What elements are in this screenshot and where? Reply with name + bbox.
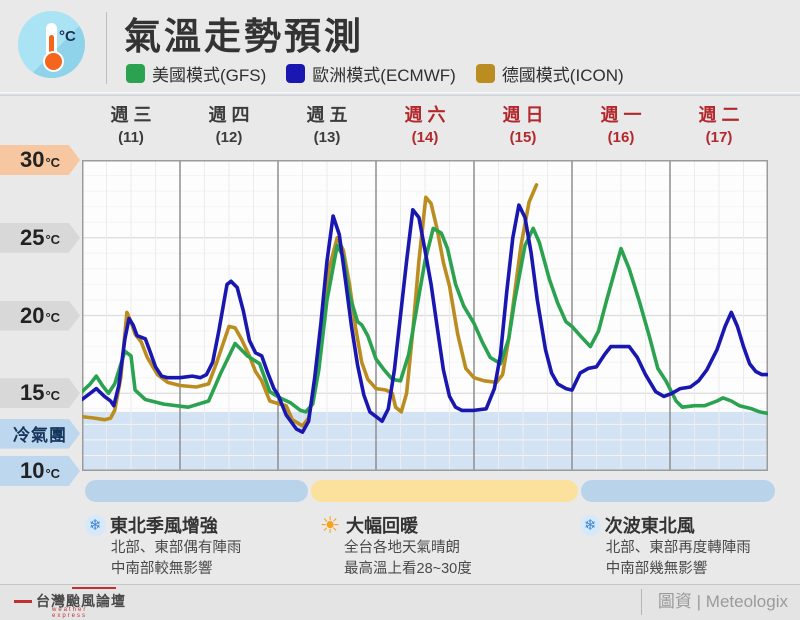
series-歐洲模式(ECMWF) bbox=[82, 203, 768, 434]
date-label: (13) bbox=[313, 129, 341, 146]
weekday-column-header: 週六 (14) bbox=[376, 101, 474, 146]
degree-unit-label: °C bbox=[59, 28, 76, 45]
annotation-text: 中南部較無影響 bbox=[110, 561, 213, 577]
legend-label: 歐洲模式(ECMWF) bbox=[312, 66, 456, 85]
model-legend: 美國模式(GFS) 歐洲模式(ECMWF) 德國模式(ICON) bbox=[126, 61, 624, 86]
data-source-credit: 圖資 | Meteologix bbox=[640, 589, 788, 615]
legend-swatch bbox=[286, 64, 306, 83]
thermometer-mercury bbox=[49, 35, 54, 57]
tick-unit: °C bbox=[45, 387, 61, 403]
annotation-大幅回暖: ☀ 大幅回暖全台各地天氣晴朗 最高溫上看28~30度 bbox=[318, 512, 548, 580]
tick-value: 25 bbox=[19, 224, 45, 250]
weekday-column-header: 週二 (17) bbox=[670, 101, 768, 146]
y-axis-tag: 15 °C bbox=[0, 378, 80, 409]
annotation-text: 中南部幾無影響 bbox=[605, 561, 708, 577]
weekday-label: 週三 bbox=[110, 105, 157, 125]
weekday-column-header: 週三 (11) bbox=[82, 101, 180, 146]
annotation-title: 次波東北風 bbox=[604, 516, 695, 536]
y-axis-tag: 冷氣團 bbox=[0, 418, 80, 449]
logo-red-line bbox=[72, 587, 116, 589]
timeline-segment-cold bbox=[84, 480, 308, 502]
date-label: (17) bbox=[705, 129, 733, 146]
taiwan-typhoon-forum-logo: 台灣颱風論壇 weather express bbox=[14, 587, 126, 619]
thermometer-bulb bbox=[43, 51, 64, 72]
weekday-label: 週一 bbox=[600, 105, 647, 125]
logo-text: 台灣颱風論壇 bbox=[36, 593, 126, 609]
y-axis-tag: 30 °C bbox=[0, 145, 80, 175]
tick-value: 20 bbox=[19, 302, 45, 328]
date-label: (12) bbox=[215, 129, 243, 146]
annotation-text: 北部、東部偶有陣雨 bbox=[110, 540, 242, 556]
date-label: (14) bbox=[411, 129, 439, 146]
annotation-title: 大幅回暖 bbox=[346, 516, 419, 536]
temperature-line-chart bbox=[82, 160, 768, 471]
weekday-column-header: 週日 (15) bbox=[474, 101, 572, 146]
thermometer-icon: °C bbox=[18, 11, 85, 78]
weekday-column-header: 週四 (12) bbox=[180, 101, 278, 146]
weekday-label: 週二 bbox=[698, 105, 745, 125]
tick-unit: °C bbox=[45, 310, 61, 325]
date-label: (15) bbox=[509, 129, 537, 146]
series-美國模式(GFS) bbox=[82, 226, 768, 416]
tick-unit: °C bbox=[45, 232, 61, 248]
legend-label: 美國模式(GFS) bbox=[152, 66, 267, 85]
header-separator-strip bbox=[0, 92, 800, 96]
timeline-segment-cold bbox=[580, 480, 775, 502]
annotation-text: 最高溫上看28~30度 bbox=[344, 561, 472, 577]
legend-swatch bbox=[126, 64, 145, 83]
y-axis-tag: 25 °C bbox=[0, 222, 80, 253]
cold-airmass-label: 冷氣團 bbox=[13, 426, 67, 446]
y-axis-tag: 10 °C bbox=[0, 456, 80, 486]
tick-unit: °C bbox=[45, 154, 61, 170]
legend-item: 歐洲模式(ECMWF) bbox=[286, 61, 456, 86]
logo-subtext: weather express bbox=[52, 607, 88, 619]
annotation-東北季風增強: ❄ 東北季風增強北部、東部偶有陣雨 中南部較無影響 bbox=[84, 512, 315, 580]
timeline-segment-warm bbox=[311, 480, 578, 502]
snowflake-icon: ❄ bbox=[579, 514, 601, 536]
snowflake-icon: ❄ bbox=[84, 514, 106, 536]
plot-border bbox=[82, 160, 768, 471]
tick-value: 10 bbox=[19, 458, 45, 483]
date-label: (11) bbox=[118, 129, 144, 146]
annotation-title: 東北季風增強 bbox=[109, 516, 218, 536]
annotation-次波東北風: ❄ 次波東北風北部、東部再度轉陣雨 中南部幾無影響 bbox=[579, 512, 800, 580]
tick-unit: °C bbox=[45, 465, 61, 481]
legend-swatch bbox=[475, 64, 495, 83]
weekday-column-header: 週一 (16) bbox=[572, 101, 670, 146]
legend-label: 德國模式(ICON) bbox=[501, 66, 624, 85]
page-title: 氣溫走勢預測 bbox=[124, 16, 364, 57]
weekday-label: 週六 bbox=[404, 105, 451, 125]
tick-value: 30 bbox=[19, 147, 45, 172]
weekday-column-header: 週五 (13) bbox=[278, 101, 376, 146]
annotation-text: 全台各地天氣晴朗 bbox=[344, 540, 461, 556]
y-axis-tag: 20 °C bbox=[0, 300, 80, 331]
weekday-label: 週日 bbox=[502, 105, 549, 125]
weekday-label: 週四 bbox=[208, 105, 255, 125]
header-divider bbox=[106, 12, 107, 84]
logo-red-dash bbox=[14, 599, 32, 603]
tick-value: 15 bbox=[19, 380, 45, 406]
date-label: (16) bbox=[607, 129, 635, 146]
sun-icon: ☀ bbox=[319, 511, 341, 538]
legend-item: 美國模式(GFS) bbox=[126, 61, 266, 86]
weekday-label: 週五 bbox=[306, 105, 353, 125]
footer-bar: 台灣颱風論壇 weather express 圖資 | Meteologix bbox=[0, 584, 800, 620]
legend-item: 德國模式(ICON) bbox=[475, 61, 624, 86]
annotation-text: 北部、東部再度轉陣雨 bbox=[605, 540, 751, 556]
